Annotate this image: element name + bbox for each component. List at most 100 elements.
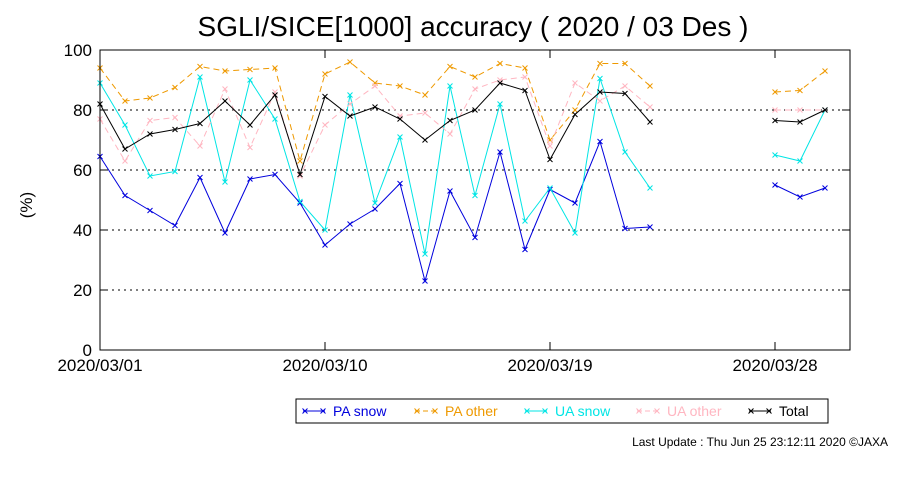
data-point-pa-snow [822,185,828,191]
data-point-ua-snow [372,200,378,206]
data-point-ua-other [422,110,428,116]
data-point-total [347,113,353,119]
chart-title: SGLI/SICE[1000] accuracy ( 2020 / 03 Des… [198,11,749,42]
gridlines [100,109,850,291]
data-point-total [647,119,653,125]
data-point-pa-other [122,98,128,104]
data-point-pa-other [472,74,478,80]
series-layer [97,59,828,284]
data-point-pa-snow [522,246,528,253]
data-point-ua-other [622,83,628,89]
data-point-total [222,98,228,104]
data-point-ua-other [122,158,128,164]
y-tick-label: 100 [64,41,92,60]
data-point-ua-snow [272,116,278,122]
series-line-ua-snow [774,109,826,162]
data-point-ua-other [772,107,778,113]
series-line-pa-other [99,61,651,163]
data-point-pa-snow [222,230,228,236]
data-point-ua-snow [547,185,553,191]
data-point-pa-snow [172,222,178,229]
y-tick-label: 20 [73,281,92,300]
data-point-ua-snow [172,168,178,175]
legend-marker [414,408,420,414]
legend-entry-pa-other: PA other [414,403,498,419]
data-point-ua-snow [447,83,453,89]
data-point-ua-snow [522,218,528,224]
data-point-ua-other [247,144,253,151]
data-point-ua-other [322,122,328,128]
legend-marker [302,408,308,414]
x-tick-label: 2020/03/28 [732,356,817,375]
y-axis-label: (%) [17,192,36,218]
data-point-pa-snow [322,242,328,248]
data-point-pa-other [247,66,253,73]
series-line-pa-snow [99,139,651,283]
data-point-pa-other [272,65,278,71]
data-point-ua-snow [472,192,478,199]
legend-marker [766,408,772,414]
data-point-ua-snow [797,158,803,164]
data-point-pa-snow [297,200,303,206]
legend-marker [320,408,326,414]
data-point-total [497,80,503,86]
data-point-total [547,156,553,163]
legend-label: UA snow [555,403,611,419]
data-point-pa-other [347,59,353,65]
data-point-pa-snow [347,221,353,227]
series-line-pa-other [774,70,826,93]
data-point-pa-other [322,71,328,77]
data-point-pa-other [647,83,653,89]
data-point-ua-snow [497,101,503,107]
series-line-total [774,109,826,123]
legend-marker [748,408,754,414]
y-tick-label: 80 [73,101,92,120]
series-ua-snow [97,74,828,257]
data-point-pa-snow [497,149,503,155]
data-point-total [297,171,303,178]
last-update-footer: Last Update : Thu Jun 25 23:12:11 2020 ©… [632,435,888,449]
data-point-pa-snow [472,234,478,241]
x-tick-label: 2020/03/01 [57,356,142,375]
legend-marker [542,408,548,414]
x-tick-label: 2020/03/10 [282,356,367,375]
data-point-pa-other [397,83,403,89]
data-point-pa-other [522,65,528,71]
data-point-pa-other [197,63,203,70]
data-point-pa-snow [797,194,803,200]
data-point-total [572,111,578,118]
data-point-pa-other [222,68,228,74]
series-ua-other [97,74,828,179]
series-pa-other [97,59,828,164]
data-point-ua-snow [247,77,253,83]
data-point-ua-other [597,98,603,104]
data-point-ua-other [522,74,528,80]
series-line-ua-other [99,76,651,178]
data-point-total [322,93,328,100]
data-point-total [797,119,803,125]
data-point-ua-snow [647,185,653,191]
data-point-ua-snow [422,251,428,257]
data-point-pa-snow [147,207,153,214]
data-point-ua-other [347,101,353,107]
y-tick-label: 40 [73,221,92,240]
data-point-total [147,131,153,137]
data-point-total [522,87,528,94]
data-point-ua-other [572,80,578,86]
data-point-pa-snow [422,278,428,284]
data-point-pa-other [497,60,503,67]
data-point-pa-other [172,84,178,91]
data-point-pa-other [797,87,803,94]
series-total [97,80,828,178]
data-point-pa-other [622,60,628,67]
series-line-ua-snow [99,76,651,255]
data-point-ua-other [172,114,178,121]
data-point-ua-snow [297,198,303,205]
legend-label: PA snow [333,403,387,419]
data-point-ua-snow [122,122,128,128]
data-point-pa-other [447,63,453,70]
data-point-total [822,107,828,113]
data-point-ua-snow [397,134,403,140]
data-point-total [447,117,453,124]
data-point-pa-snow [572,200,578,206]
